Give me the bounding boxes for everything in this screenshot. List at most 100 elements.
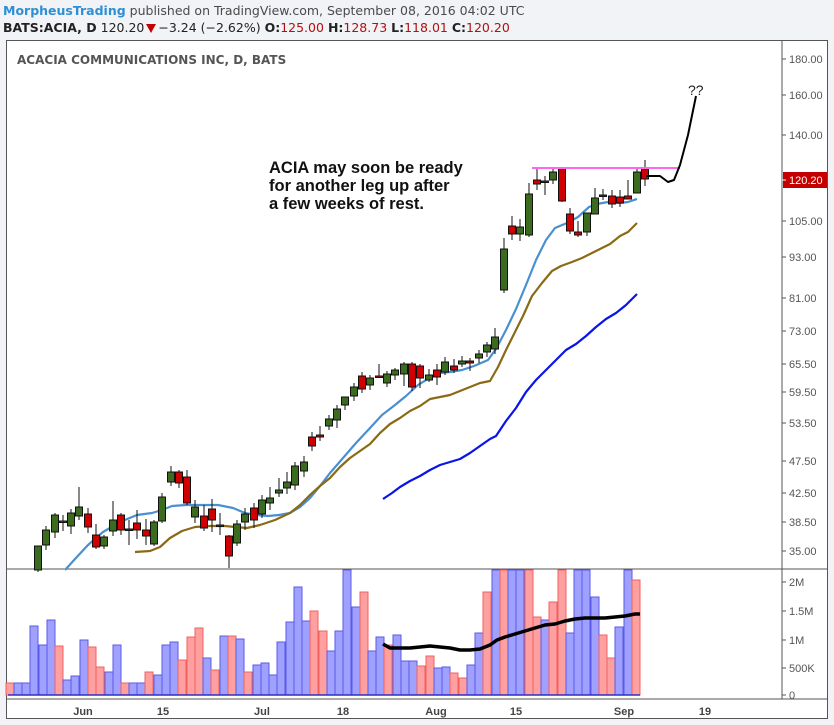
candle [450,359,458,373]
volume-bar [548,601,558,696]
date-tick-label: Jul [254,706,270,718]
volume-bar [54,645,64,696]
date-axis[interactable]: Jun 15 Jul 18 Aug 15 Sep 19 [73,706,711,718]
low-label: L: [391,20,405,35]
volume-bar [5,682,15,696]
volume-bar [186,636,196,696]
annotation-line-3[interactable]: a few weeks of rest. [269,195,424,213]
open-label: O: [264,20,281,35]
candle [341,396,349,410]
price-tick-label: 65.50 [789,359,817,371]
close-label: C: [451,20,467,35]
volume-bar [565,632,575,696]
price-tick-label: 180.00 [789,54,823,66]
volume-bar [276,641,286,696]
candle [241,508,249,530]
volume-bar [13,682,23,696]
question-annotation[interactable]: ?? [688,82,704,98]
candle [558,167,566,202]
candle [283,472,291,494]
candle [616,190,624,207]
candle [574,221,582,237]
volume-tick-label: 1M [789,635,804,647]
ema-fast-path [64,197,638,571]
annotation-line-2[interactable]: for another leg up after [269,177,450,195]
candle [158,493,166,523]
volume-bar [268,674,278,696]
volume-bar [326,650,336,696]
author-link[interactable]: MorpheusTrading [3,3,126,18]
volume-bar [309,610,319,696]
candle [566,208,574,234]
candle [59,515,67,531]
quote-line: BATS:ACIA, D 120.20 −3.24 (−2.62%) O:125.… [3,20,510,35]
candle [67,509,75,534]
candle [150,520,158,546]
volume-tick-label: 1.5M [789,606,813,618]
annotation-line-1[interactable]: ACIA may soon be ready [269,159,464,177]
candle [508,216,516,240]
candle [400,362,408,386]
volume-tick-label: 2M [789,577,804,589]
volume-bar [70,675,80,696]
volume-bar [161,644,171,696]
volume-bar [590,596,600,696]
volume-bar [433,667,443,696]
candle [541,176,549,195]
volume-bar [614,626,624,696]
candle [500,238,508,293]
volume-bars [5,569,641,696]
candle [266,487,274,510]
candle [425,369,433,382]
volume-bar [524,569,534,696]
volume-bar [342,569,352,696]
date-tick-label: 15 [510,706,522,718]
candle [142,519,150,545]
ema-mid-line [134,222,638,554]
price-tick-label: 47.50 [789,456,817,468]
price-tick-label: 53.50 [789,418,817,430]
projection-drawing[interactable] [646,95,697,183]
volume-bar [425,655,435,696]
volume-bar [227,635,237,696]
price-axis[interactable]: 180.00 160.00 140.00 105.00 93.00 81.00 73.00 6… [782,54,827,558]
volume-bar [606,657,616,696]
volume-bar [120,682,130,696]
candle [125,520,133,545]
candle [433,364,441,385]
candle [258,495,266,518]
price-tick-label: 73.00 [789,326,817,338]
publish-line: MorpheusTrading published on TradingView… [3,3,524,18]
candle [167,466,175,486]
candle [383,371,391,387]
volume-bar [260,662,270,696]
price-tick-label: 140.00 [789,130,823,142]
candle [525,183,533,237]
sma-slow-line [382,293,638,500]
volume-bar [573,569,583,696]
candle [109,501,117,536]
current-price-label: 120.20 [789,175,823,187]
candle [191,500,199,523]
volume-bar [112,644,122,696]
current-price-tag [783,172,827,188]
volume-bar [285,621,295,696]
volume-bar [383,644,393,696]
volume-bar [210,669,220,696]
volume-bar [623,569,633,696]
candle [325,415,333,430]
close-value: 120.20 [466,20,510,35]
candle [316,426,324,441]
volume-bar [499,569,509,696]
candle [624,180,632,200]
chart-title: ACACIA COMMUNICATIONS INC, D, BATS [17,53,286,67]
volume-bar [449,672,459,696]
volume-bar [219,635,229,696]
candle [42,526,50,550]
date-tick-label: 19 [699,706,711,718]
date-tick-label: Jun [73,706,93,718]
volume-axis[interactable]: 2M 1.5M 1M 500K 0 [782,577,815,702]
price-change: −3.24 (−2.62%) [158,20,261,35]
volume-bar [79,639,89,696]
